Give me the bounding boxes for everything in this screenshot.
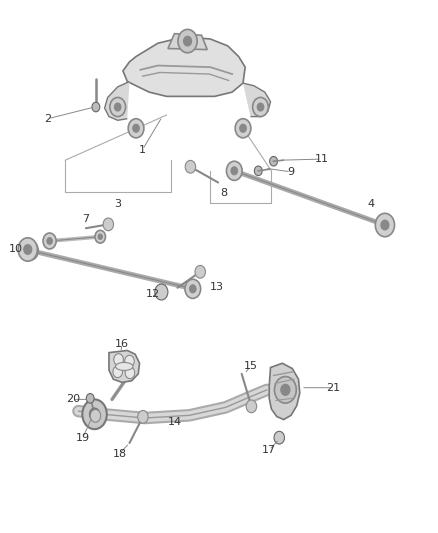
Circle shape [240, 124, 246, 132]
Text: 10: 10 [9, 245, 23, 254]
Text: 15: 15 [244, 361, 258, 372]
Circle shape [110, 98, 126, 117]
Text: 12: 12 [145, 289, 160, 299]
Circle shape [185, 160, 196, 173]
Polygon shape [109, 351, 140, 382]
Text: 14: 14 [167, 417, 181, 427]
Circle shape [125, 356, 134, 367]
Polygon shape [105, 82, 130, 120]
Circle shape [18, 238, 37, 261]
Circle shape [128, 119, 144, 138]
Circle shape [47, 238, 53, 244]
Circle shape [281, 384, 290, 395]
Circle shape [235, 119, 251, 138]
Circle shape [178, 29, 197, 53]
Polygon shape [168, 34, 207, 50]
Text: 7: 7 [82, 214, 89, 224]
Text: 3: 3 [114, 199, 121, 209]
Circle shape [254, 166, 262, 175]
Circle shape [274, 431, 285, 444]
Circle shape [185, 279, 201, 298]
Circle shape [184, 36, 191, 46]
Circle shape [27, 247, 34, 255]
Circle shape [125, 367, 135, 378]
Circle shape [95, 230, 106, 243]
Circle shape [257, 103, 264, 111]
Circle shape [253, 98, 268, 117]
Circle shape [114, 354, 124, 366]
Circle shape [22, 241, 38, 260]
Text: 13: 13 [210, 282, 224, 292]
Text: 21: 21 [326, 383, 340, 393]
Circle shape [113, 366, 123, 377]
Polygon shape [243, 83, 271, 117]
Text: 8: 8 [221, 188, 228, 198]
Circle shape [231, 167, 237, 175]
Polygon shape [269, 364, 300, 419]
Circle shape [82, 399, 107, 429]
Circle shape [86, 393, 94, 403]
Circle shape [103, 218, 113, 231]
Circle shape [246, 400, 257, 413]
Circle shape [155, 284, 168, 300]
Circle shape [92, 102, 100, 112]
Text: 4: 4 [367, 199, 374, 209]
Circle shape [270, 157, 278, 166]
Text: 11: 11 [314, 154, 328, 164]
Circle shape [195, 265, 205, 278]
Text: 9: 9 [287, 167, 295, 177]
Circle shape [190, 285, 196, 293]
Text: 18: 18 [113, 449, 127, 458]
Circle shape [98, 234, 102, 239]
Text: 17: 17 [262, 445, 276, 455]
Text: 20: 20 [66, 394, 80, 405]
Circle shape [133, 124, 139, 132]
Circle shape [114, 103, 121, 111]
Polygon shape [123, 37, 245, 96]
Circle shape [43, 233, 56, 249]
Circle shape [275, 376, 296, 403]
Circle shape [226, 161, 242, 180]
Text: 16: 16 [115, 338, 129, 349]
Text: 19: 19 [76, 433, 90, 443]
Circle shape [90, 409, 101, 422]
Text: 2: 2 [44, 114, 51, 124]
Circle shape [89, 408, 100, 421]
Circle shape [24, 245, 32, 254]
Circle shape [375, 213, 395, 237]
Circle shape [138, 410, 148, 423]
Text: 1: 1 [139, 144, 146, 155]
Ellipse shape [116, 362, 133, 370]
Circle shape [381, 220, 389, 230]
